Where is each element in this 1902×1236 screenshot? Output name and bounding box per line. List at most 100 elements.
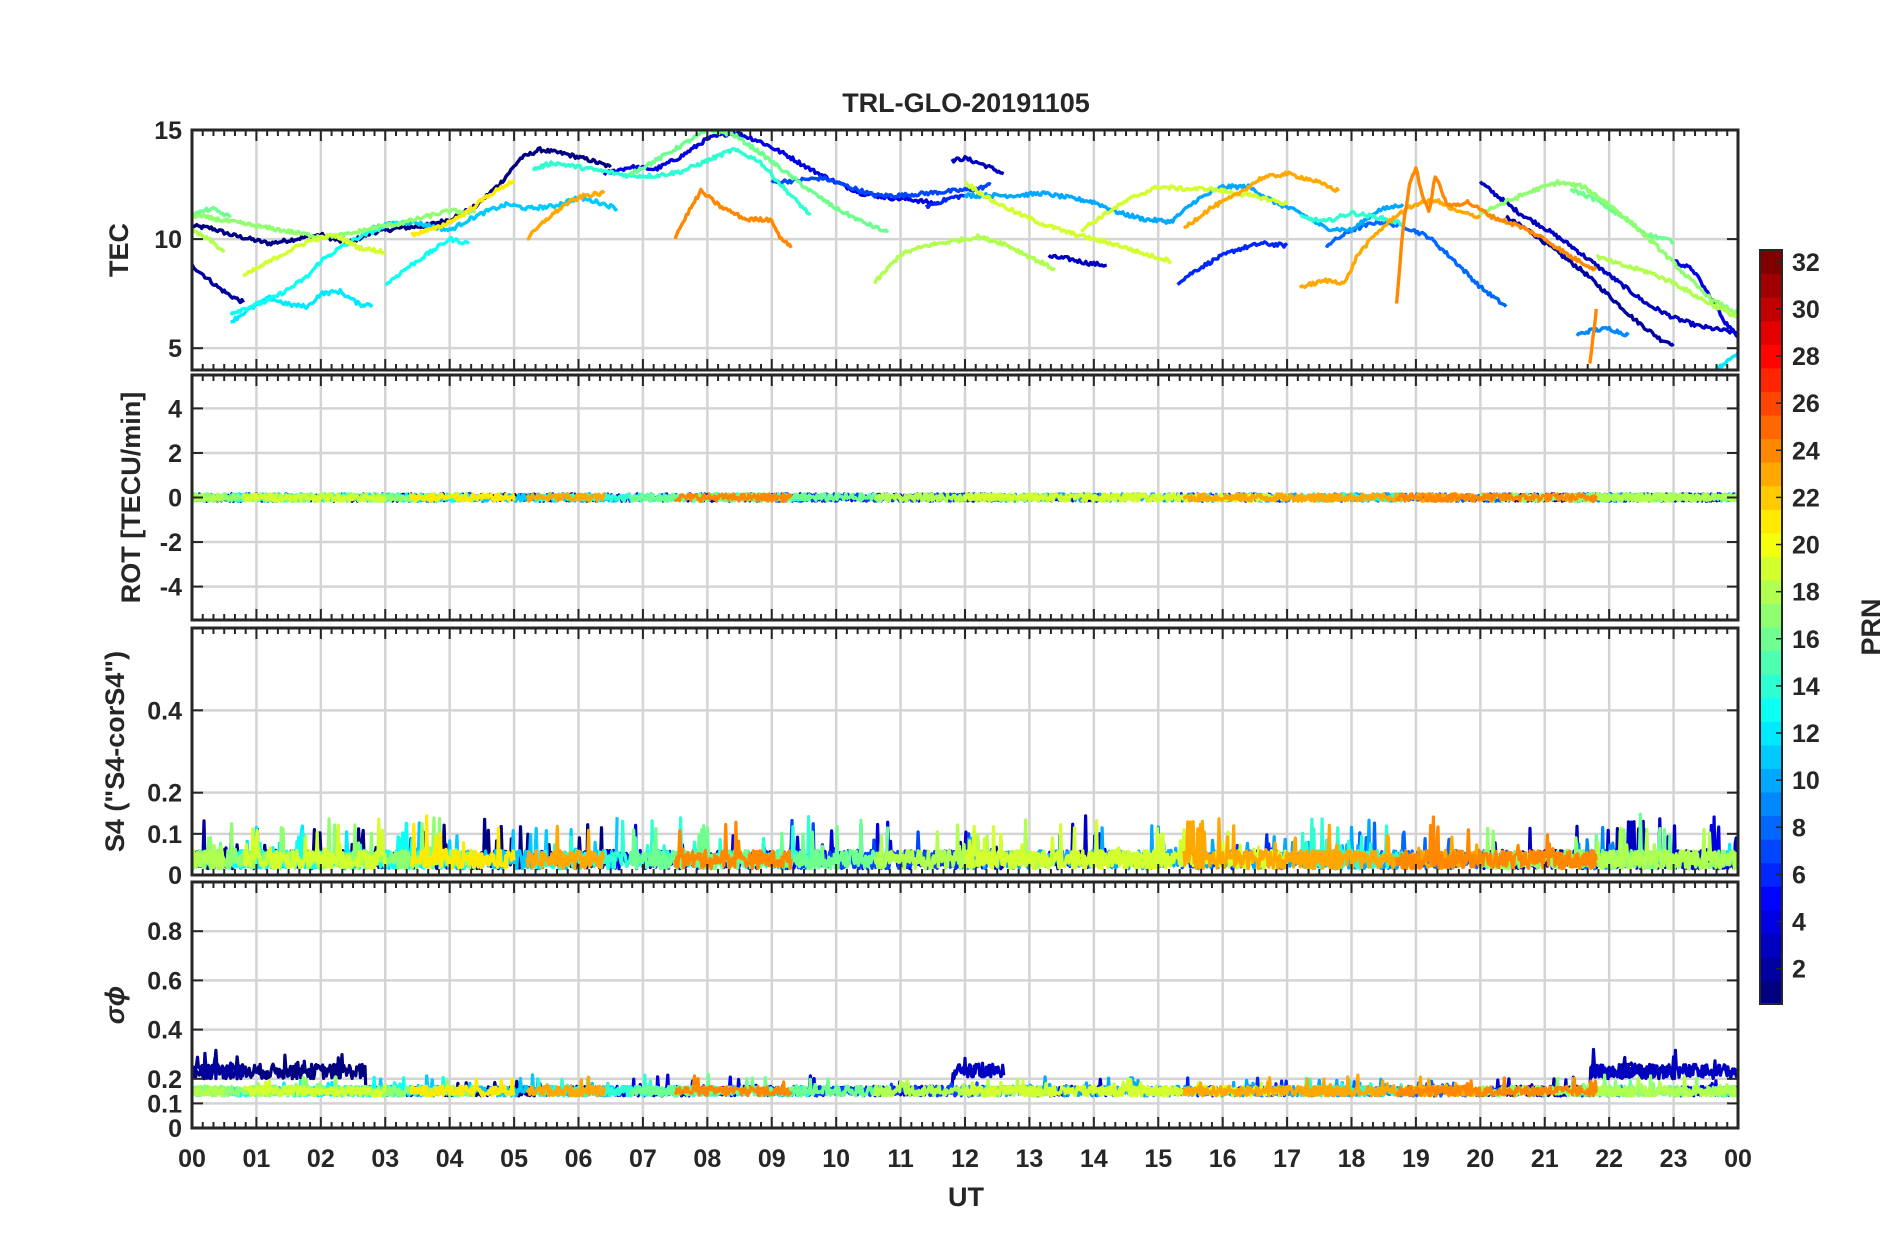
y-axis-label-rot: ROT [TECU/min] xyxy=(116,392,146,603)
x-tick-label: 07 xyxy=(629,1145,657,1173)
rot-series-prn-24 xyxy=(673,492,793,503)
y-tick-label: 0.4 xyxy=(147,1017,182,1045)
colorbar-swatch xyxy=(1760,603,1782,628)
x-tick-label: 05 xyxy=(500,1145,528,1173)
tec-series-prn-13 xyxy=(229,220,406,316)
tec-series-prn-3 xyxy=(1478,180,1738,335)
colorbar-tick-label: 20 xyxy=(1792,532,1820,560)
colorbar-swatch xyxy=(1760,980,1782,1005)
tec-series-prn-18 xyxy=(1596,254,1738,320)
rot-series-prn-21 xyxy=(409,492,516,503)
colorbar-swatch xyxy=(1760,933,1782,958)
y-tick-label: 0 xyxy=(168,1115,182,1143)
colorbar-tick-label: 10 xyxy=(1792,767,1820,795)
x-ticks-tec xyxy=(191,130,1739,370)
colorbar-swatch xyxy=(1760,791,1782,817)
tec-series-prn-9 xyxy=(1575,325,1630,338)
colorbar-tick-label: 14 xyxy=(1792,673,1820,701)
colorbar-tick-label: 24 xyxy=(1792,437,1820,465)
s4-series-prn-24 xyxy=(1395,815,1598,871)
colorbar-swatch xyxy=(1760,438,1782,463)
traces-s4 xyxy=(192,812,1738,871)
y-ticks-tec: 5 10 15 xyxy=(154,117,1738,363)
colorbar-swatch xyxy=(1760,697,1782,722)
sigma-series-prn-24 xyxy=(673,1074,793,1098)
x-tick-label: 12 xyxy=(951,1145,979,1173)
x-tick-label: 21 xyxy=(1531,1145,1559,1173)
y-tick-label: 0 xyxy=(168,862,182,890)
colorbar-tick-label: 12 xyxy=(1792,720,1820,748)
tec-series-prn-24 xyxy=(1588,308,1598,364)
y-tick-label: -4 xyxy=(160,574,182,602)
x-tick-label: 08 xyxy=(693,1145,721,1173)
x-ticks-rot xyxy=(191,375,1739,620)
tec-series-prn-19 xyxy=(1080,184,1289,233)
y-tick-label: 0.8 xyxy=(147,918,182,946)
s4-series-prn-23 xyxy=(1182,817,1341,871)
tec-series-prn-21 xyxy=(410,179,516,238)
y-tick-label: 0.2 xyxy=(147,1066,182,1094)
colorbar-tick-label: 28 xyxy=(1792,343,1820,371)
panel-sigma: 00.10.2 0.4 0.6 0.8 σϕ xyxy=(100,880,1740,1143)
colorbar-swatch xyxy=(1760,886,1782,911)
tec-series-prn-6 xyxy=(1176,240,1289,286)
x-tick-label: 17 xyxy=(1273,1145,1301,1173)
tec-series-prn-3 xyxy=(1047,253,1107,268)
sigma-series-prn-24 xyxy=(1395,1076,1598,1098)
colorbar-swatch xyxy=(1760,956,1782,982)
tec-series-prn-3 xyxy=(950,155,1005,176)
colorbar-tick-label: 22 xyxy=(1792,484,1820,512)
tec-series-prn-13 xyxy=(385,236,471,286)
x-tick-label: 13 xyxy=(1016,1145,1044,1173)
y-tick-label: 15 xyxy=(154,117,182,145)
colorbar-tick-label: 16 xyxy=(1792,626,1820,654)
x-tick-label: 03 xyxy=(371,1145,399,1173)
x-tick-labels: 00 01 02 03 04 05 06 07 08 09 10 11 12 13 14 15 16 17 18 19… xyxy=(178,1145,1752,1173)
rot-series-prn-18 xyxy=(1594,492,1738,503)
tec-series-prn-18 xyxy=(873,233,1056,285)
x-tick-label: 02 xyxy=(307,1145,335,1173)
x-tick-label: 01 xyxy=(243,1145,271,1173)
y-tick-label: 0 xyxy=(168,485,182,513)
x-tick-label: 14 xyxy=(1080,1145,1108,1173)
rot-series-prn-19 xyxy=(963,492,1173,503)
traces-tec xyxy=(192,130,1738,370)
colorbar-swatch xyxy=(1760,815,1782,840)
tec-series-prn-18 xyxy=(192,227,226,254)
y-tick-label: 5 xyxy=(168,335,182,363)
tec-series-prn-19 xyxy=(964,180,1173,265)
tec-series-prn-16 xyxy=(628,130,890,234)
y-ticks-rot: -4 -2 0 2 4 xyxy=(160,395,1738,602)
colorbar-swatch xyxy=(1760,532,1782,557)
colorbar-swatch xyxy=(1760,556,1782,581)
colorbar-tick-label: 6 xyxy=(1792,861,1806,889)
tec-series-prn-19 xyxy=(242,232,386,278)
sigma-series-prn-21 xyxy=(409,1077,516,1098)
colorbar-swatch xyxy=(1760,650,1782,675)
y-axis-label-s4: S4 ("S4-corS4") xyxy=(100,651,130,852)
y-tick-label: 0.1 xyxy=(147,1090,182,1118)
traces-rot xyxy=(192,492,1738,503)
tec-series-prn-6 xyxy=(924,193,966,210)
tec-series-prn-24 xyxy=(673,187,793,249)
x-tick-label: 06 xyxy=(565,1145,593,1173)
sigma-series-prn-24 xyxy=(1588,1079,1598,1098)
y-tick-label: 0.1 xyxy=(147,821,182,849)
colorbar-tick-label: 2 xyxy=(1792,956,1806,984)
panel-tec: 5 10 15 TEC xyxy=(104,117,1740,372)
s4-series-prn-18 xyxy=(1594,826,1738,871)
sigma-series-prn-18 xyxy=(192,1084,226,1098)
chart-title: TRL-GLO-20191105 xyxy=(842,88,1090,118)
tec-series-prn-4 xyxy=(1672,259,1738,339)
x-tick-label: 15 xyxy=(1144,1145,1172,1173)
y-tick-label: 0.2 xyxy=(147,780,182,808)
s4-series-prn-21 xyxy=(409,814,516,871)
x-tick-label: 09 xyxy=(758,1145,786,1173)
panel-rot: -4 -2 0 2 4 ROT [TECU/min] xyxy=(116,373,1740,622)
colorbar-swatch xyxy=(1760,344,1782,369)
sigma-series-prn-2 xyxy=(192,1051,246,1081)
sigma-series-prn-3 xyxy=(950,1056,1006,1088)
s4-series-prn-23 xyxy=(525,824,605,871)
